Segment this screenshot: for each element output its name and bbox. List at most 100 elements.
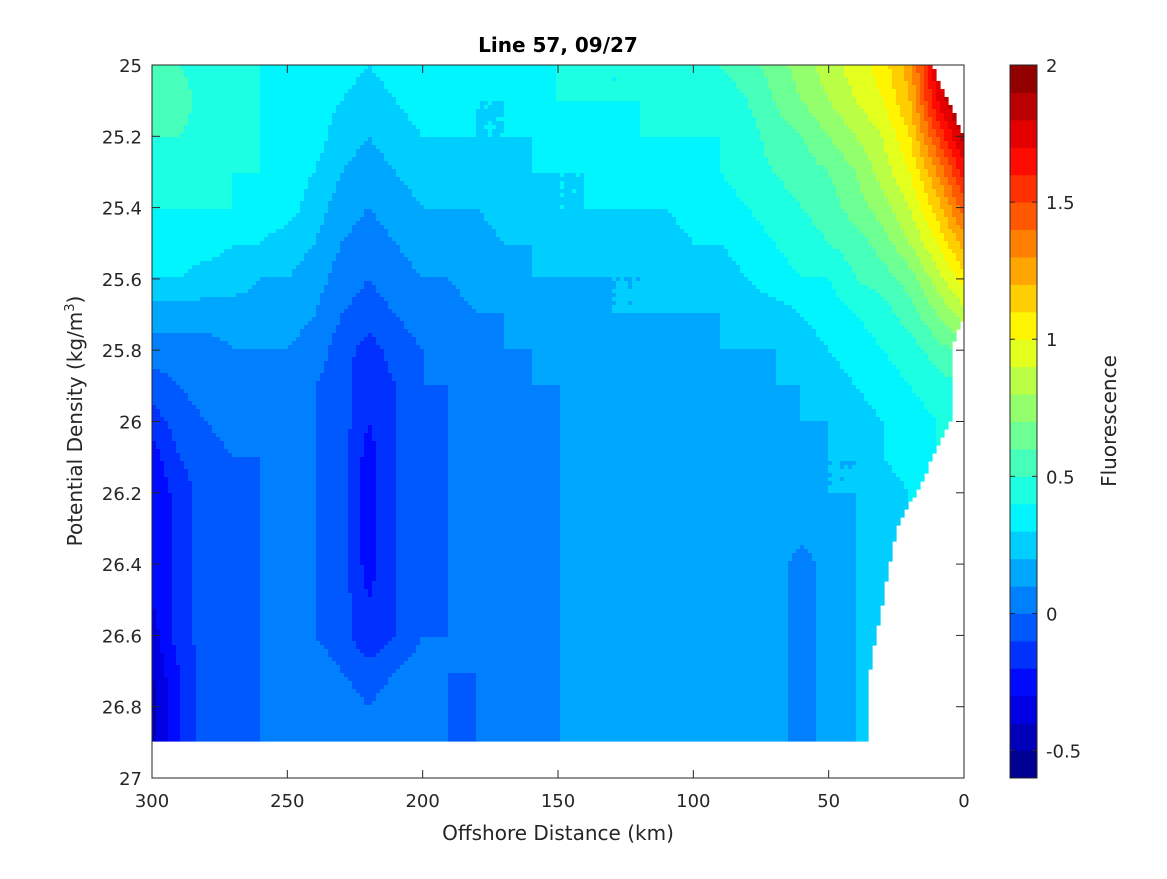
contour-cell — [828, 129, 833, 134]
contour-cell — [184, 65, 189, 70]
contour-cell — [740, 69, 745, 74]
contour-cell — [272, 141, 277, 146]
contour-cell — [336, 97, 341, 102]
contour-cell — [876, 137, 881, 142]
contour-cell — [284, 157, 289, 162]
contour-cell — [508, 73, 513, 78]
contour-cell — [876, 89, 881, 94]
contour-cell — [760, 117, 765, 122]
contour-cell — [624, 113, 629, 118]
contour-cell — [804, 149, 809, 154]
contour-cell — [600, 145, 605, 150]
contour-cell — [252, 133, 257, 138]
contour-cell — [552, 81, 557, 86]
contour-cell — [928, 157, 933, 162]
contour-cell — [924, 65, 929, 70]
contour-cell — [620, 153, 625, 158]
contour-cell — [444, 133, 449, 138]
contour-cell — [464, 77, 469, 82]
contour-cell — [376, 161, 381, 166]
contour-cell — [904, 69, 909, 74]
contour-cell — [488, 157, 493, 162]
contour-cell — [660, 105, 665, 110]
contour-cell — [552, 101, 557, 106]
contour-cell — [592, 153, 597, 158]
contour-cell — [776, 105, 781, 110]
contour-cell — [196, 65, 201, 70]
contour-cell — [584, 101, 589, 106]
contour-cell — [640, 69, 645, 74]
contour-cell — [504, 89, 509, 94]
contour-cell — [904, 157, 909, 162]
contour-cell — [888, 125, 893, 130]
contour-cell — [700, 105, 705, 110]
contour-cell — [236, 121, 241, 126]
contour-cell — [740, 101, 745, 106]
contour-cell — [916, 129, 921, 134]
contour-cell — [288, 121, 293, 126]
contour-cell — [284, 117, 289, 122]
contour-cell — [744, 129, 749, 134]
contour-cell — [364, 129, 369, 134]
contour-cell — [952, 145, 957, 150]
contour-cell — [580, 117, 585, 122]
contour-cell — [624, 117, 629, 122]
contour-cell — [912, 129, 917, 134]
contour-cell — [692, 113, 697, 118]
contour-cell — [604, 161, 609, 166]
contour-cell — [276, 93, 281, 98]
contour-cell — [272, 149, 277, 154]
contour-cell — [392, 157, 397, 162]
contour-cell — [820, 133, 825, 138]
contour-cell — [592, 97, 597, 102]
contour-cell — [172, 133, 177, 138]
contour-cell — [540, 145, 545, 150]
contour-cell — [428, 149, 433, 154]
contour-cell — [368, 133, 373, 138]
contour-cell — [400, 109, 405, 114]
contour-cell — [188, 125, 193, 130]
contour-cell — [700, 133, 705, 138]
contour-cell — [804, 85, 809, 90]
contour-cell — [376, 109, 381, 114]
contour-cell — [376, 85, 381, 90]
contour-cell — [416, 121, 421, 126]
contour-cell — [208, 133, 213, 138]
contour-cell — [824, 137, 829, 142]
contour-cell — [492, 133, 497, 138]
contour-cell — [184, 117, 189, 122]
contour-cell — [408, 93, 413, 98]
contour-cell — [592, 141, 597, 146]
contour-cell — [888, 161, 893, 166]
contour-cell — [852, 113, 857, 118]
contour-cell — [720, 69, 725, 74]
contour-cell — [492, 85, 497, 90]
contour-cell — [796, 105, 801, 110]
contour-cell — [708, 113, 713, 118]
contour-cell — [728, 85, 733, 90]
contour-cell — [304, 81, 309, 86]
contour-cell — [280, 133, 285, 138]
contour-cell — [684, 97, 689, 102]
contour-cell — [436, 105, 441, 110]
contour-cell — [468, 89, 473, 94]
contour-cell — [564, 113, 569, 118]
contour-cell — [616, 65, 621, 70]
contour-cell — [172, 85, 177, 90]
contour-cell — [912, 145, 917, 150]
contour-cell — [332, 161, 337, 166]
contour-cell — [512, 137, 517, 142]
contour-cell — [876, 97, 881, 102]
contour-cell — [764, 81, 769, 86]
contour-cell — [784, 109, 789, 114]
contour-cell — [780, 117, 785, 122]
contour-cell — [712, 145, 717, 150]
contour-cell — [760, 101, 765, 106]
contour-cell — [348, 149, 353, 154]
contour-cell — [880, 141, 885, 146]
contour-cell — [884, 77, 889, 82]
contour-cell — [152, 101, 157, 106]
contour-cell — [648, 77, 653, 82]
contour-cell — [840, 109, 845, 114]
contour-cell — [684, 161, 689, 166]
